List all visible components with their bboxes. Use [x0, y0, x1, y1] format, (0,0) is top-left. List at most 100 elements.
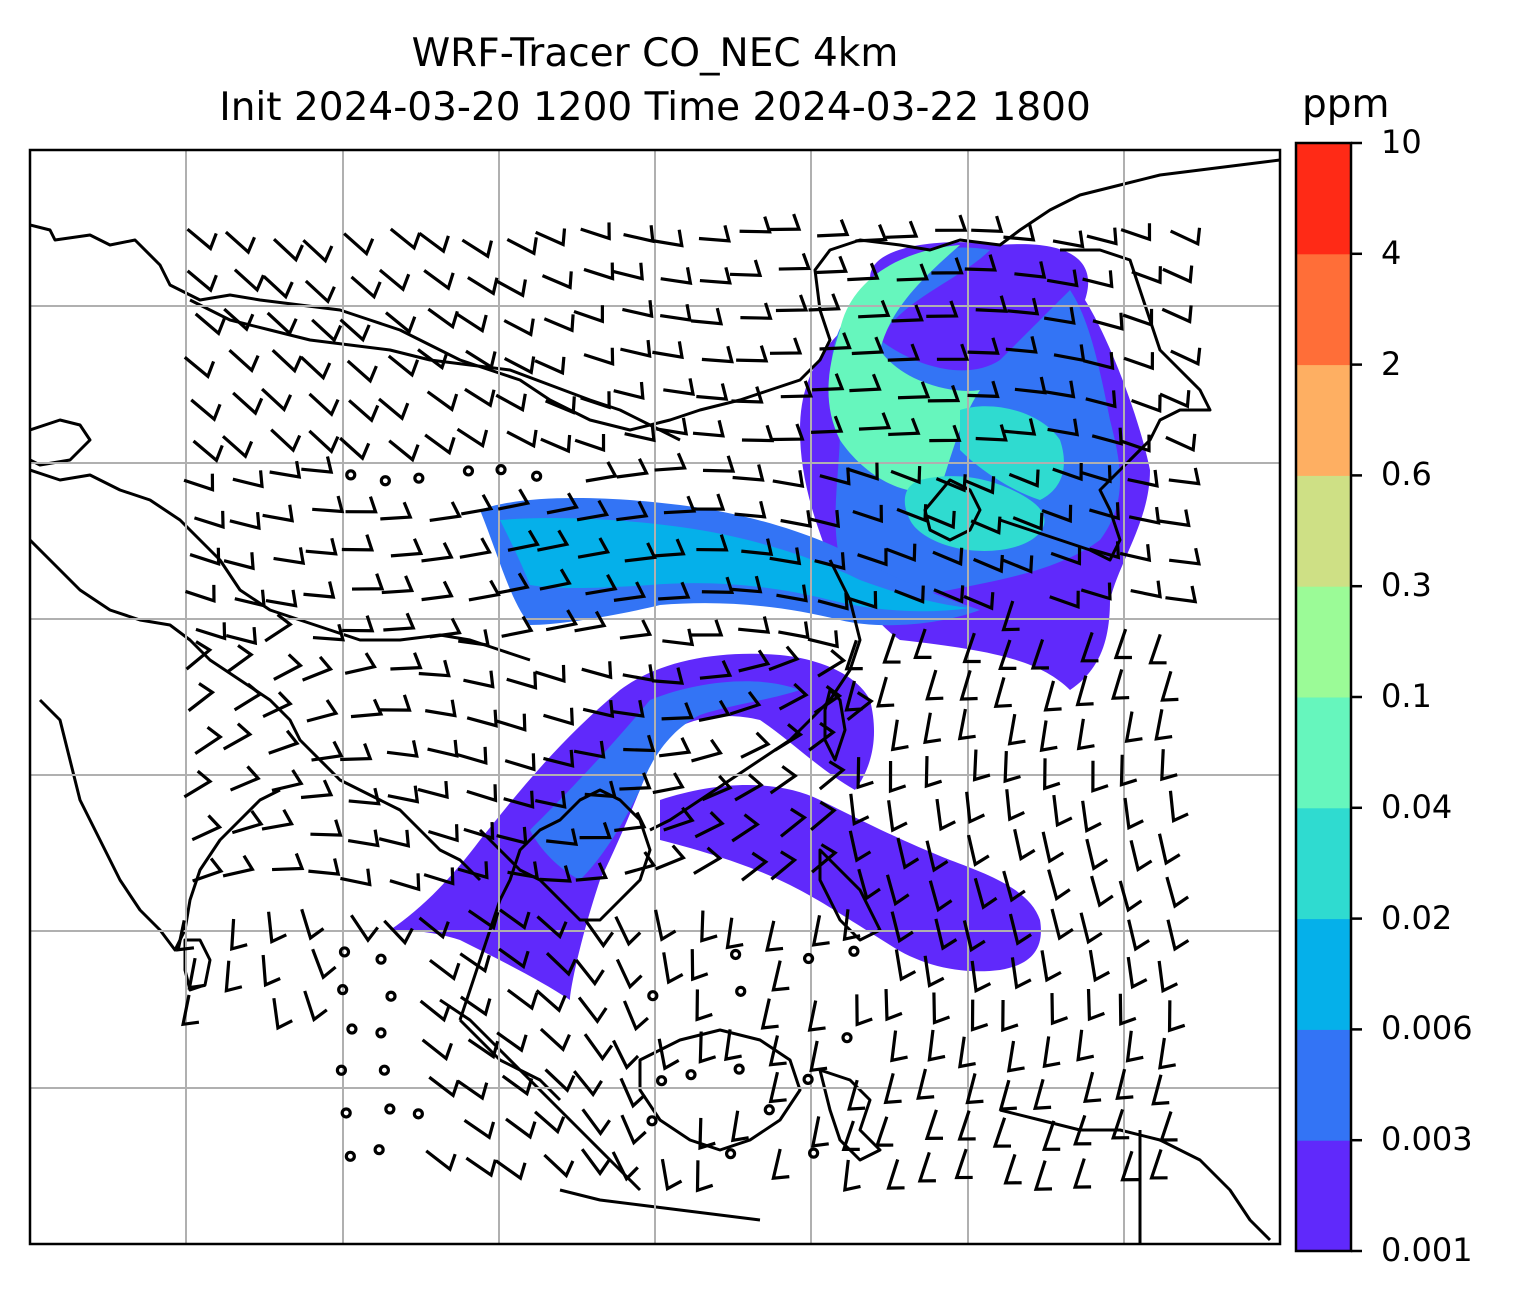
- wind-barb: [378, 829, 411, 848]
- wind-barb: [779, 807, 808, 838]
- wind-barb: [851, 336, 885, 356]
- wind-barb: [418, 916, 450, 940]
- wind-barb: [497, 572, 530, 595]
- wind-barb: [234, 589, 266, 608]
- wind-barb: [1151, 1074, 1170, 1106]
- wind-barb: [535, 989, 567, 1013]
- wind-barb: [1013, 828, 1036, 862]
- wind-barb: [652, 341, 684, 360]
- wind-barb: [1157, 960, 1179, 994]
- wind-barb: [581, 1108, 611, 1137]
- wind-barb: [1005, 336, 1038, 354]
- wind-barb: [1090, 875, 1114, 908]
- wind-barb: [656, 417, 689, 436]
- wind-barb: [896, 504, 928, 523]
- wind-barb: [575, 862, 609, 882]
- wind-barb: [585, 574, 618, 596]
- wind-barb: [778, 682, 809, 711]
- wind-barb: [1082, 270, 1114, 289]
- wind-barb: [1049, 590, 1080, 609]
- wind-barb: [817, 592, 849, 611]
- wind-barb: [465, 349, 497, 370]
- coast-mongolia-border: [189, 298, 681, 442]
- wind-barb: [613, 581, 647, 602]
- wind-barb: [229, 765, 261, 792]
- wind-barb: [340, 743, 373, 762]
- wind-barb: [1005, 789, 1025, 822]
- wind-barb: [467, 1038, 500, 1060]
- wind-barb: [741, 538, 774, 557]
- wind-barb: [463, 1119, 496, 1140]
- wind-barb: [1001, 600, 1020, 632]
- wind-barb: [1166, 919, 1190, 952]
- wind-barb: [768, 645, 800, 672]
- wind-barb: [311, 948, 337, 980]
- wind-barb: [928, 880, 953, 913]
- wind-barb: [419, 999, 451, 1023]
- wind-barb: [772, 423, 805, 442]
- wind-calm-marker: [462, 465, 475, 477]
- wind-barb: [775, 294, 809, 313]
- wind-barb: [344, 652, 377, 675]
- wind-barb: [1165, 433, 1197, 453]
- wind-barb: [651, 229, 684, 248]
- wind-barb: [1124, 711, 1143, 743]
- wind-barb: [612, 1039, 640, 1071]
- wind-barb: [544, 396, 576, 415]
- wind-barb: [924, 1109, 944, 1141]
- wind-calm-marker: [495, 464, 507, 476]
- wind-barb: [690, 949, 709, 982]
- wind-barb: [1075, 675, 1094, 707]
- wind-barb: [312, 623, 346, 642]
- wind-barb: [691, 307, 724, 326]
- wind-barb: [503, 356, 536, 375]
- wind-barb: [546, 828, 579, 847]
- coast-india-west: [38, 698, 281, 952]
- wind-barb: [661, 702, 694, 721]
- wind-barb: [738, 649, 771, 673]
- wind-barb: [300, 779, 334, 800]
- wind-barb: [423, 867, 455, 886]
- wind-barb: [819, 467, 851, 486]
- wind-barb: [917, 1151, 936, 1183]
- wind-barb: [540, 434, 572, 454]
- wind-barb: [971, 215, 1004, 234]
- wind-barb: [1052, 462, 1083, 482]
- wind-barb: [222, 854, 255, 878]
- wind-barb: [467, 276, 499, 296]
- wind-barb: [1088, 949, 1111, 983]
- wind-barb: [495, 1159, 527, 1181]
- wind-barb: [195, 622, 227, 641]
- wind-barb: [417, 780, 449, 800]
- wind-calm-marker: [730, 948, 742, 961]
- wind-barb: [1076, 718, 1095, 751]
- wind-barb: [768, 213, 802, 232]
- wind-barb: [305, 537, 338, 556]
- wind-barb: [233, 682, 263, 712]
- colorbar-segment: [1296, 143, 1351, 255]
- wind-barb: [583, 262, 615, 281]
- wind-barb: [466, 709, 498, 728]
- wind-barb: [386, 740, 419, 758]
- colorbar-segment: [1296, 364, 1351, 476]
- wind-calm-marker: [345, 469, 357, 481]
- map-title-line1: WRF-Tracer CO_NEC 4km: [411, 31, 899, 76]
- wind-barb: [698, 699, 731, 723]
- wind-barb: [886, 220, 919, 239]
- wind-barb: [574, 959, 605, 987]
- wind-barb: [501, 615, 534, 638]
- wind-barb: [181, 994, 200, 1027]
- wind-barb: [537, 529, 570, 552]
- wind-barb: [1131, 266, 1162, 285]
- wind-calm-marker: [655, 1075, 668, 1087]
- wind-barb: [574, 610, 607, 633]
- wind-barb: [933, 585, 965, 604]
- wind-barb: [970, 960, 992, 994]
- wind-calm-marker: [337, 984, 349, 996]
- wind-barb: [183, 769, 213, 799]
- wind-barb: [695, 1160, 714, 1193]
- wind-barb: [190, 398, 222, 422]
- wind-barb: [769, 765, 798, 795]
- wind-barb: [458, 629, 490, 647]
- wind-barb: [465, 1156, 497, 1178]
